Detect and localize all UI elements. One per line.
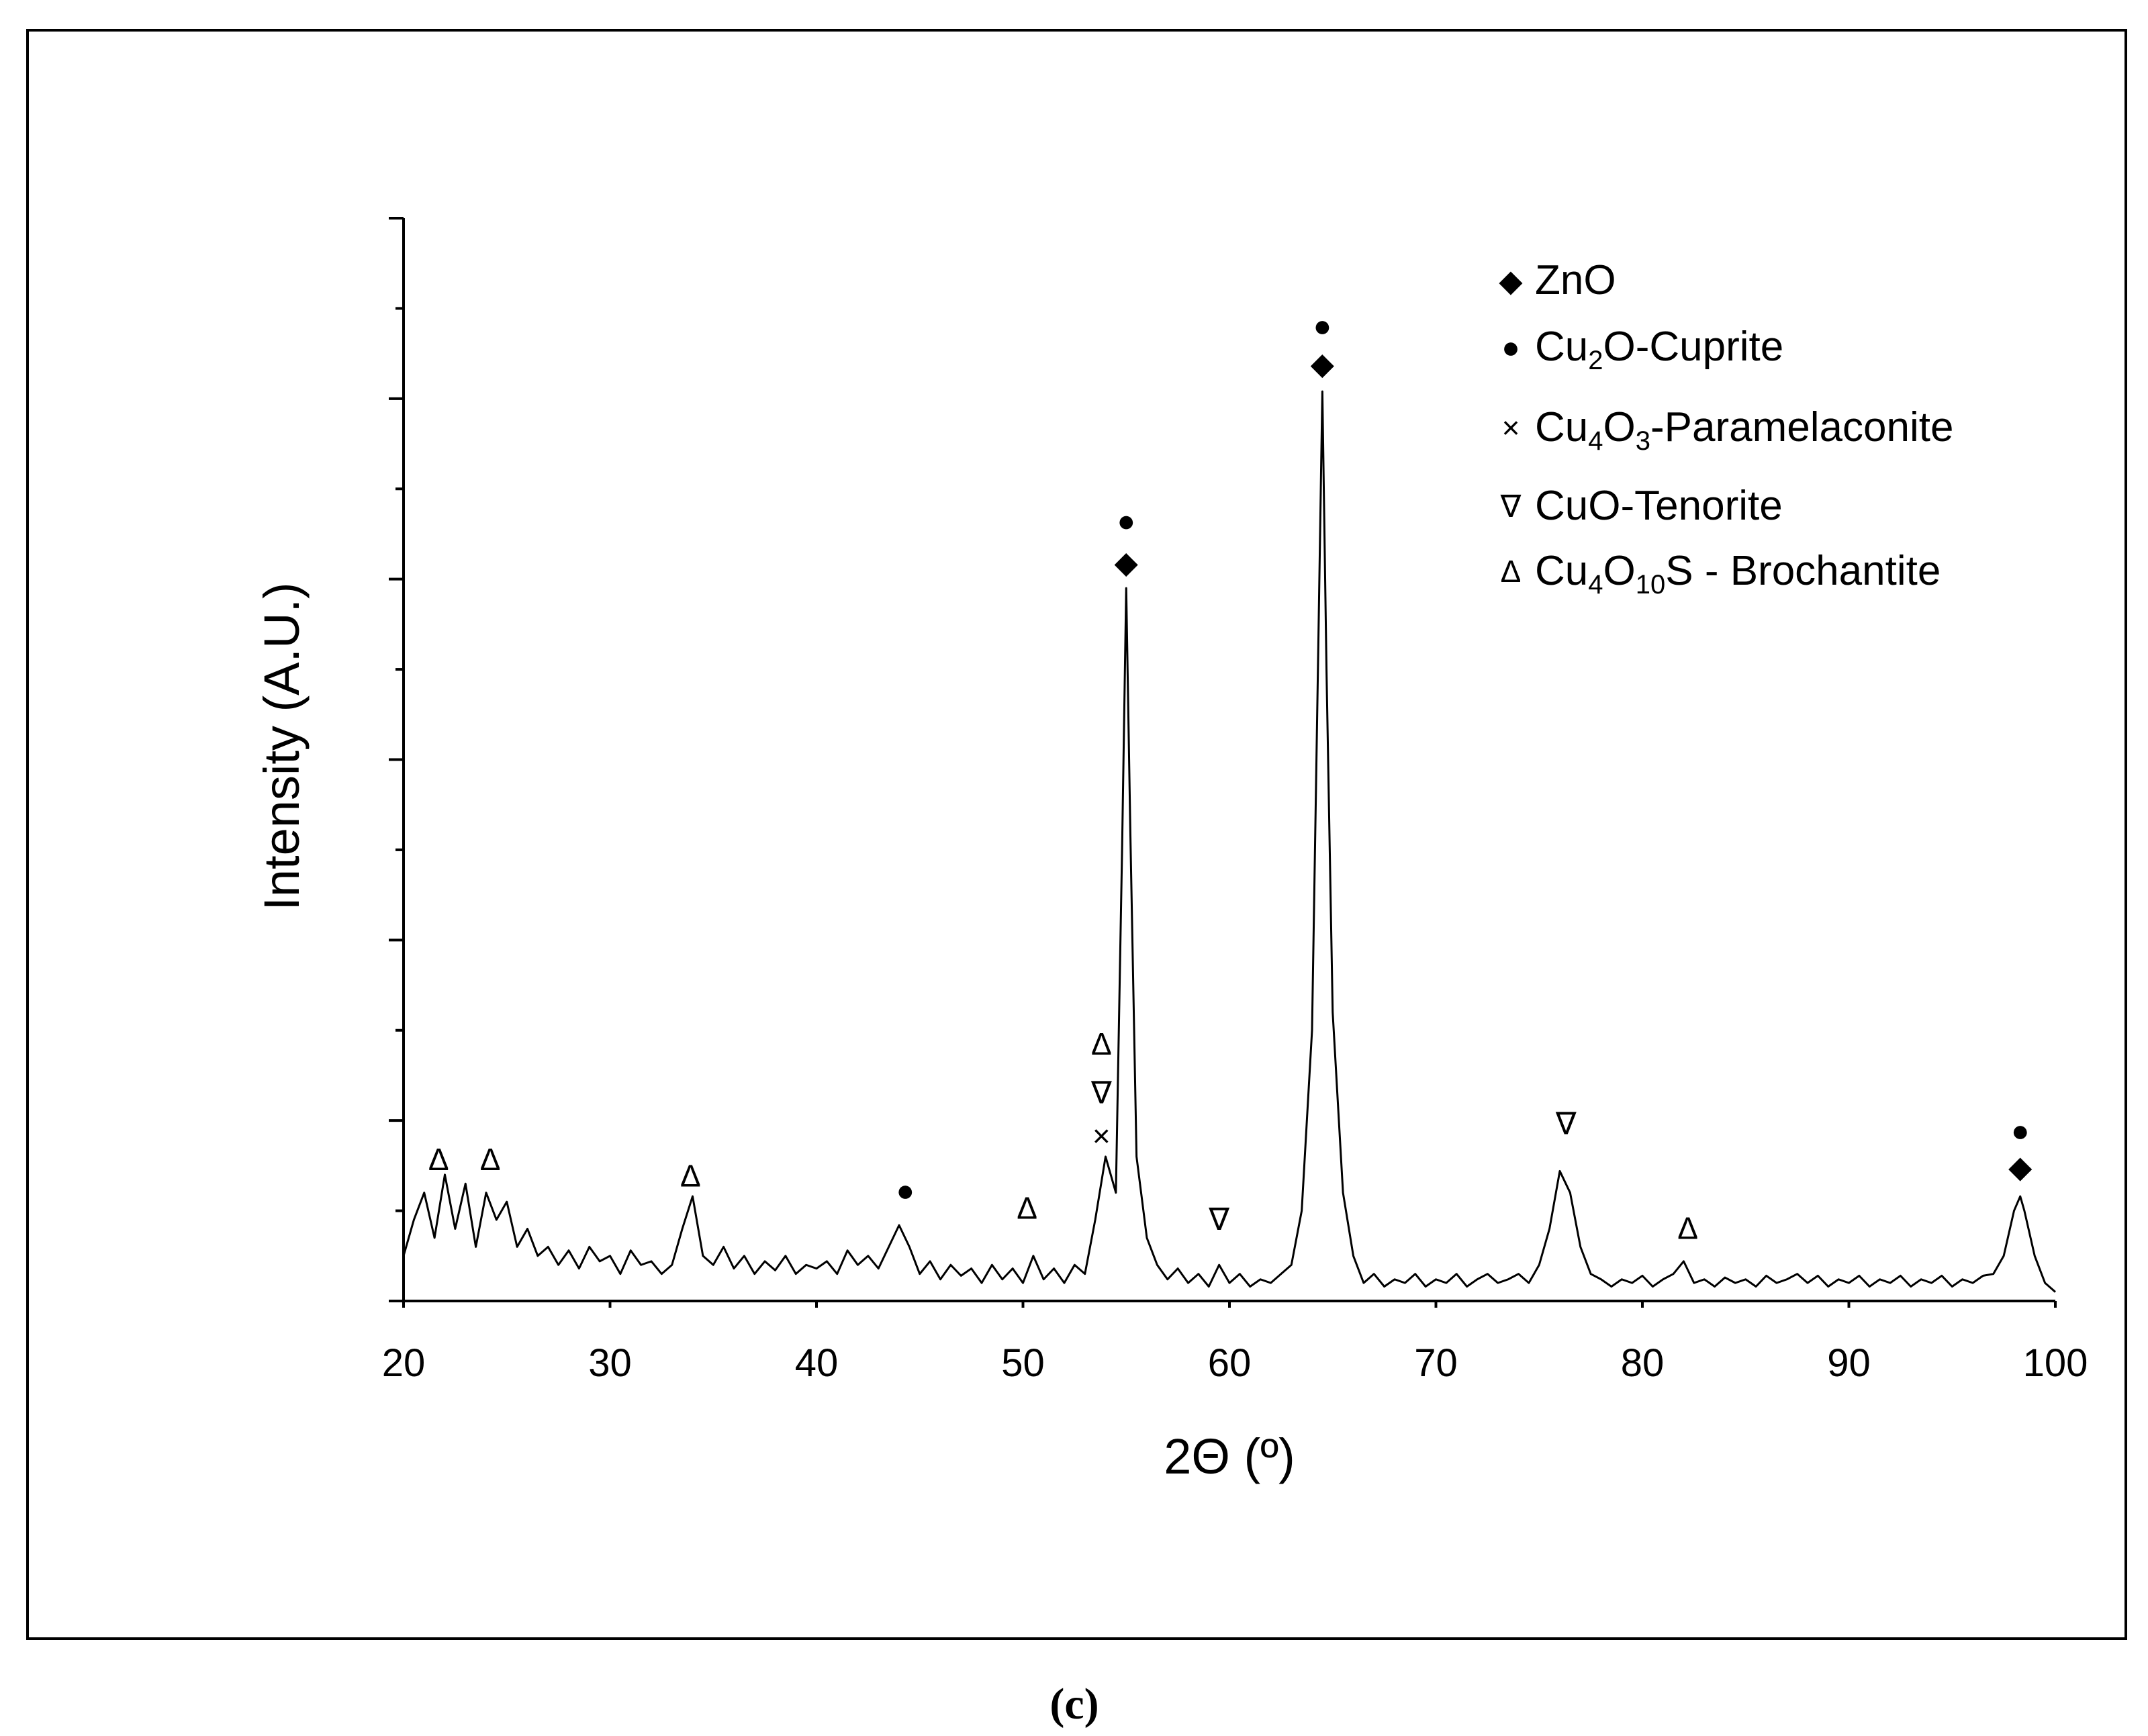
legend-text: O-Cuprite [1603, 324, 1784, 370]
legend-text: O [1603, 404, 1636, 450]
peak-marker: ● [1313, 308, 1332, 343]
legend-text: Cu [1535, 548, 1588, 594]
legend-subscript: 3 [1636, 426, 1650, 456]
x-axis-title: 2Θ (º) [1164, 1429, 1295, 1484]
peak-marker: ● [1117, 503, 1135, 538]
legend-text: O [1603, 548, 1636, 594]
legend-symbol: ◆ [1499, 263, 1523, 298]
y-axis-title: Intensity (A.U.) [254, 582, 310, 910]
legend-subscript: 2 [1588, 346, 1603, 375]
x-tick-label: 20 [382, 1341, 426, 1385]
legend-label: Cu4O3-Paramelaconite [1535, 404, 1953, 455]
caption: (c) [1049, 1680, 1099, 1729]
legend-text: Cu [1535, 404, 1588, 450]
legend-label: ZnO [1535, 257, 1616, 303]
frame [26, 29, 2127, 1640]
x-tick-label: 80 [1621, 1341, 1665, 1385]
legend-label: Cu2O-Cuprite [1535, 324, 1783, 375]
legend-symbol: ● [1501, 330, 1520, 365]
legend-subscript: 10 [1636, 570, 1666, 599]
legend-text: Cu [1535, 324, 1588, 370]
legend-symbol: ∇ [1500, 489, 1522, 524]
peak-marker: ◆ [1115, 544, 1139, 579]
peak-marker: ● [896, 1173, 915, 1208]
x-tick-label: 50 [1001, 1341, 1045, 1385]
peak-marker: Δ [1677, 1210, 1698, 1245]
peak-marker: Δ [680, 1158, 701, 1193]
x-tick-label: 40 [795, 1341, 839, 1385]
peak-marker: ● [2011, 1113, 2030, 1148]
legend-text: -Paramelaconite [1650, 404, 1953, 450]
peak-marker: ∇ [1090, 1075, 1112, 1110]
legend-label: Cu4O10S - Brochantite [1535, 548, 1941, 599]
peak-marker: Δ [480, 1142, 501, 1177]
x-tick-label: 60 [1208, 1341, 1252, 1385]
legend-text: ZnO [1535, 257, 1616, 303]
legend-label: CuO-Tenorite [1535, 483, 1783, 529]
legend-subscript: 4 [1588, 570, 1603, 599]
peak-marker: ◆ [2008, 1149, 2033, 1184]
peak-marker: × [1092, 1118, 1111, 1153]
peak-marker: ∇ [1208, 1202, 1229, 1237]
x-tick-label: 100 [2023, 1341, 2088, 1385]
xrd-line [402, 390, 2056, 1293]
peak-marker: Δ [1091, 1026, 1112, 1061]
legend-symbol: × [1502, 410, 1520, 445]
legend-symbol: Δ [1501, 554, 1522, 589]
x-tick-label: 70 [1414, 1341, 1458, 1385]
peak-marker: ∇ [1555, 1106, 1577, 1141]
legend-text: CuO-Tenorite [1535, 483, 1783, 529]
x-tick-label: 30 [588, 1341, 632, 1385]
legend-text: S - Brochantite [1665, 548, 1941, 594]
peak-marker: Δ [428, 1142, 449, 1177]
peak-marker: Δ [1017, 1191, 1037, 1226]
peak-marker: ◆ [1311, 346, 1335, 381]
x-tick-label: 90 [1827, 1341, 1871, 1385]
legend-subscript: 4 [1588, 426, 1603, 456]
